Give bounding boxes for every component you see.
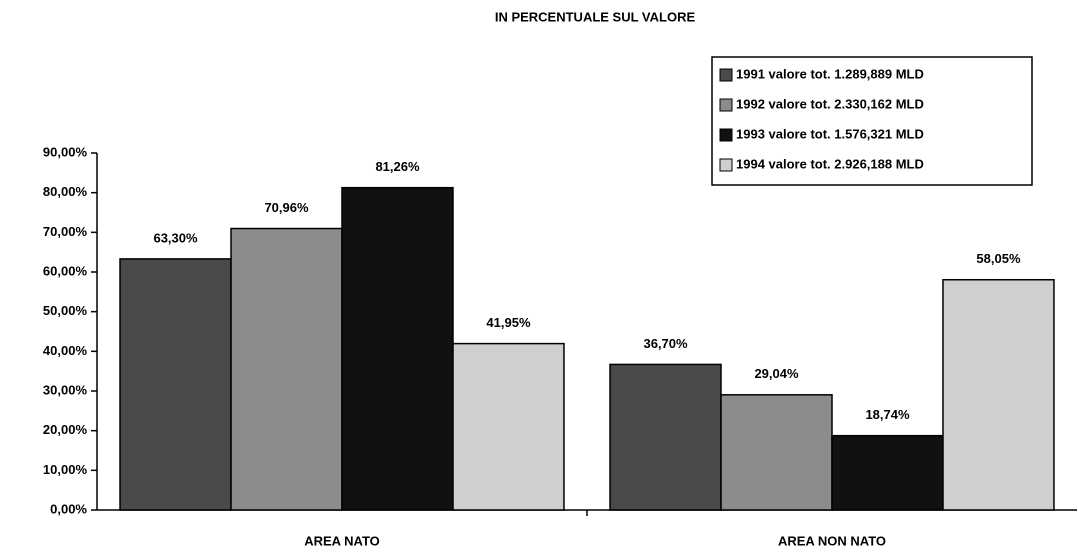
legend-label: 1991 valore tot. 1.289,889 MLD [736, 66, 924, 81]
bar [119, 258, 232, 511]
chart-title: IN PERCENTUALE SUL VALORE [495, 9, 696, 24]
bar [942, 278, 1055, 511]
y-tick-label: 60,00% [43, 263, 88, 278]
data-label: 70,96% [264, 200, 309, 215]
y-tick-label: 70,00% [43, 224, 88, 239]
y-tick-label: 80,00% [43, 184, 88, 199]
legend-swatch [719, 158, 733, 172]
legend-swatch [719, 68, 733, 82]
data-label: 41,95% [486, 315, 531, 330]
y-tick-label: 50,00% [43, 303, 88, 318]
data-label: 29,04% [754, 366, 799, 381]
y-tick-label: 30,00% [43, 382, 88, 397]
bar [609, 363, 722, 511]
x-tick-label: AREA NON NATO [778, 533, 886, 548]
y-tick-label: 90,00% [43, 144, 88, 159]
bar [230, 227, 343, 511]
y-tick-label: 40,00% [43, 343, 88, 358]
bar [452, 342, 565, 511]
y-tick-label: 0,00% [50, 501, 87, 516]
data-label: 58,05% [976, 251, 1021, 266]
y-tick-label: 20,00% [43, 422, 88, 437]
x-tick-label: AREA NATO [304, 533, 380, 548]
data-label: 36,70% [643, 336, 688, 351]
legend-label: 1992 valore tot. 2.330,162 MLD [736, 96, 924, 111]
y-tick-label: 10,00% [43, 462, 88, 477]
bar [341, 186, 454, 511]
bar [831, 434, 944, 511]
data-label: 18,74% [865, 407, 910, 422]
data-label: 81,26% [375, 159, 420, 174]
legend-box [711, 56, 1033, 186]
bar [720, 394, 833, 511]
legend-label: 1993 valore tot. 1.576,321 MLD [736, 126, 924, 141]
data-label: 63,30% [153, 230, 198, 245]
legend-swatch [719, 128, 733, 142]
legend-label: 1994 valore tot. 2.926,188 MLD [736, 156, 924, 171]
legend-swatch [719, 98, 733, 112]
